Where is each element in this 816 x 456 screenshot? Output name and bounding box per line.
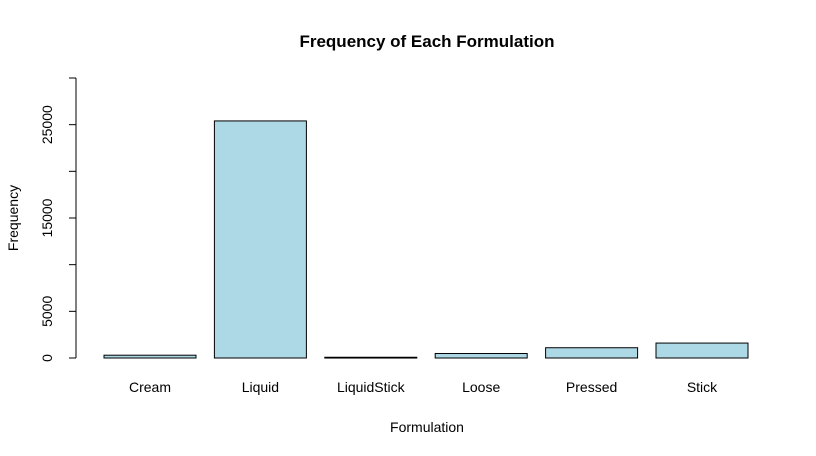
bar-stick [655,342,749,359]
x-tick-label-liquidstick: LiquidStick [337,379,406,395]
bars-group [103,120,749,359]
y-axis-ticks: 0 5000 15000 25000 [39,77,76,362]
x-tick-label-cream: Cream [129,379,171,395]
y-tick-label: 5000 [39,296,55,327]
y-tick-label: 0 [39,354,55,362]
bar-liquid [213,120,307,359]
x-axis-label: Formulation [390,419,464,435]
x-tick-label-pressed: Pressed [566,379,617,395]
y-tick-label: 25000 [39,105,55,144]
y-tick-label: 15000 [39,198,55,237]
bar-loose [434,353,528,359]
y-axis-label: Frequency [5,185,21,251]
x-tick-label-stick: Stick [687,379,718,395]
chart-title: Frequency of Each Formulation [299,32,554,51]
bar-pressed [545,347,639,359]
x-tick-labels: Cream Liquid LiquidStick Loose Pressed Stick [129,379,718,395]
bar-cream [103,354,197,359]
x-tick-label-loose: Loose [462,379,500,395]
bar-liquidstick [324,356,418,359]
x-tick-label-liquid: Liquid [242,379,279,395]
